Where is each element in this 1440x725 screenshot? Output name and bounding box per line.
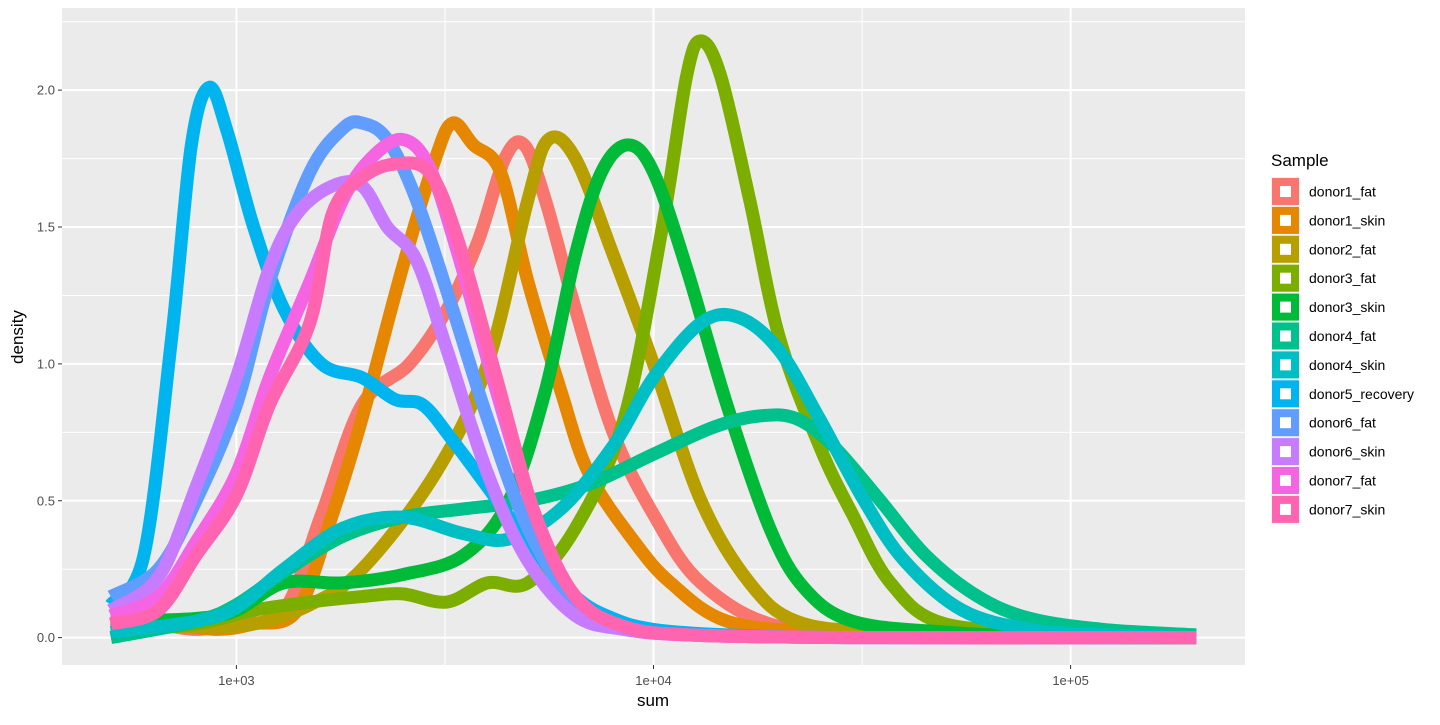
x-tick-label: 1e+04 [635,673,672,688]
legend-label: donor7_fat [1309,473,1376,489]
legend-key [1272,380,1299,408]
legend: Sample donor1_fatdonor1_skindonor2_fatdo… [1271,151,1414,524]
legend-label: donor2_fat [1309,241,1376,257]
legend-label: donor7_skin [1309,501,1385,517]
legend-item: donor7_skin [1271,494,1385,524]
legend-label: donor3_fat [1309,270,1376,286]
legend-item: donor5_recovery [1271,379,1414,409]
legend-label: donor4_fat [1309,328,1376,344]
legend-label: donor4_skin [1309,357,1385,373]
legend-key [1272,206,1299,234]
y-axis: 0.0 0.5 1.0 1.5 2.0 [37,83,62,645]
legend-label: donor1_fat [1309,184,1376,200]
legend-item: donor2_fat [1271,234,1376,264]
legend-key [1272,351,1299,379]
series-layer [105,34,1197,645]
y-axis-title: density [8,310,27,364]
y-tick-label: 2.0 [37,83,55,98]
legend-key [1272,293,1299,321]
y-tick-label: 1.5 [37,220,55,235]
y-tick-label: 0.5 [37,493,55,508]
legend-label: donor5_recovery [1309,386,1414,402]
series-line-donor3_fat [110,34,1197,642]
legend-label: donor1_skin [1309,212,1385,228]
legend-item: donor7_fat [1271,466,1376,495]
series-line-donor4_skin [110,307,1197,645]
legend-key [1272,235,1299,263]
legend-key [1272,409,1299,437]
legend-item: donor3_fat [1271,263,1376,293]
legend-key [1272,495,1299,523]
x-axis: 1e+03 1e+04 1e+05 [218,665,1089,688]
legend-item: donor1_fat [1271,177,1376,206]
legend-item: donor4_fat [1271,321,1376,351]
y-tick-label: 0.0 [37,630,55,645]
legend-key [1272,178,1299,205]
legend-item: donor6_skin [1271,437,1385,467]
legend-label: donor3_skin [1309,299,1385,315]
legend-title: Sample [1271,151,1329,170]
legend-label: donor6_skin [1309,444,1385,460]
legend-key [1272,438,1299,466]
x-tick-label: 1e+05 [1052,673,1089,688]
y-tick-label: 1.0 [37,356,55,371]
series-line-donor3_skin [110,138,1197,645]
legend-item: donor3_skin [1271,292,1385,322]
legend-item: donor1_skin [1271,205,1385,235]
x-tick-label: 1e+03 [218,673,255,688]
legend-item: donor4_skin [1271,350,1385,380]
legend-key [1272,467,1299,494]
x-axis-title: sum [637,691,669,710]
legend-key [1272,264,1299,292]
legend-items: donor1_fat donor1_skin donor2_fat donor3_fa… [1271,177,1414,524]
legend-key [1272,322,1299,350]
legend-label: donor6_fat [1309,415,1376,431]
series-line-donor7_skin [109,156,1197,645]
legend-item: donor6_fat [1271,408,1376,438]
